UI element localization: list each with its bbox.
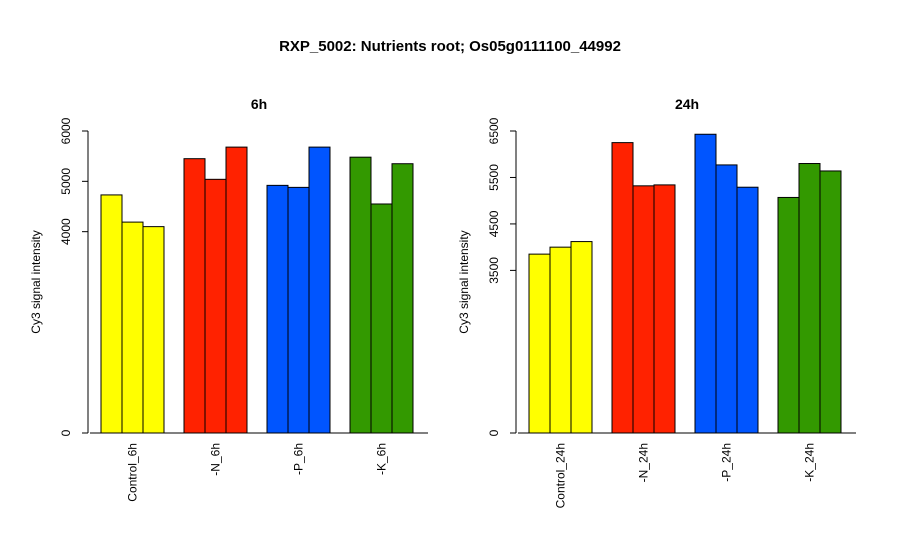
bar <box>225 146 248 434</box>
bar <box>100 194 123 434</box>
y-tick-label: 4000 <box>59 218 73 245</box>
bar <box>715 164 738 434</box>
panel-title: 24h <box>675 96 699 112</box>
x-tick-label: -P_6h <box>292 443 306 475</box>
y-tick-label: 5500 <box>487 164 501 191</box>
bar <box>391 163 414 434</box>
bar <box>798 163 821 434</box>
x-tick-label: -N_24h <box>637 443 651 482</box>
bar <box>528 253 551 434</box>
bar <box>142 226 165 434</box>
y-tick-label: 3500 <box>487 257 501 284</box>
x-tick-label: -K_6h <box>375 443 389 475</box>
bar <box>570 241 593 434</box>
y-tick-label: 6000 <box>59 117 73 144</box>
y-tick-label: 6500 <box>487 117 501 144</box>
x-tick-label: -K_24h <box>803 443 817 482</box>
y-tick-label: 0 <box>487 429 501 436</box>
bar <box>819 170 842 434</box>
y-tick-label: 5000 <box>59 168 73 195</box>
y-axis-label: Cy3 signal intensity <box>457 230 471 333</box>
bar <box>632 185 655 434</box>
bar <box>777 196 800 434</box>
x-tick-label: -N_6h <box>209 443 223 476</box>
bar <box>308 146 331 434</box>
bar <box>736 186 759 434</box>
bar <box>349 156 372 434</box>
bar <box>121 221 144 434</box>
x-tick-label: Control_24h <box>554 443 568 508</box>
bar <box>266 184 289 434</box>
bar <box>287 186 310 434</box>
x-tick-label: -P_24h <box>720 443 734 482</box>
bar <box>370 203 393 434</box>
y-tick-label: 0 <box>59 429 73 436</box>
y-tick-label: 4500 <box>487 210 501 237</box>
bar <box>653 184 676 434</box>
panel-title: 6h <box>251 96 267 112</box>
bar <box>549 246 572 434</box>
bar <box>611 142 634 434</box>
y-axis-label: Cy3 signal intensity <box>29 230 43 333</box>
x-tick-label: Control_6h <box>126 443 140 502</box>
main-title: RXP_5002: Nutrients root; Os05g0111100_4… <box>279 38 621 55</box>
bar <box>694 133 717 434</box>
bar <box>183 158 206 434</box>
bar <box>204 178 227 434</box>
